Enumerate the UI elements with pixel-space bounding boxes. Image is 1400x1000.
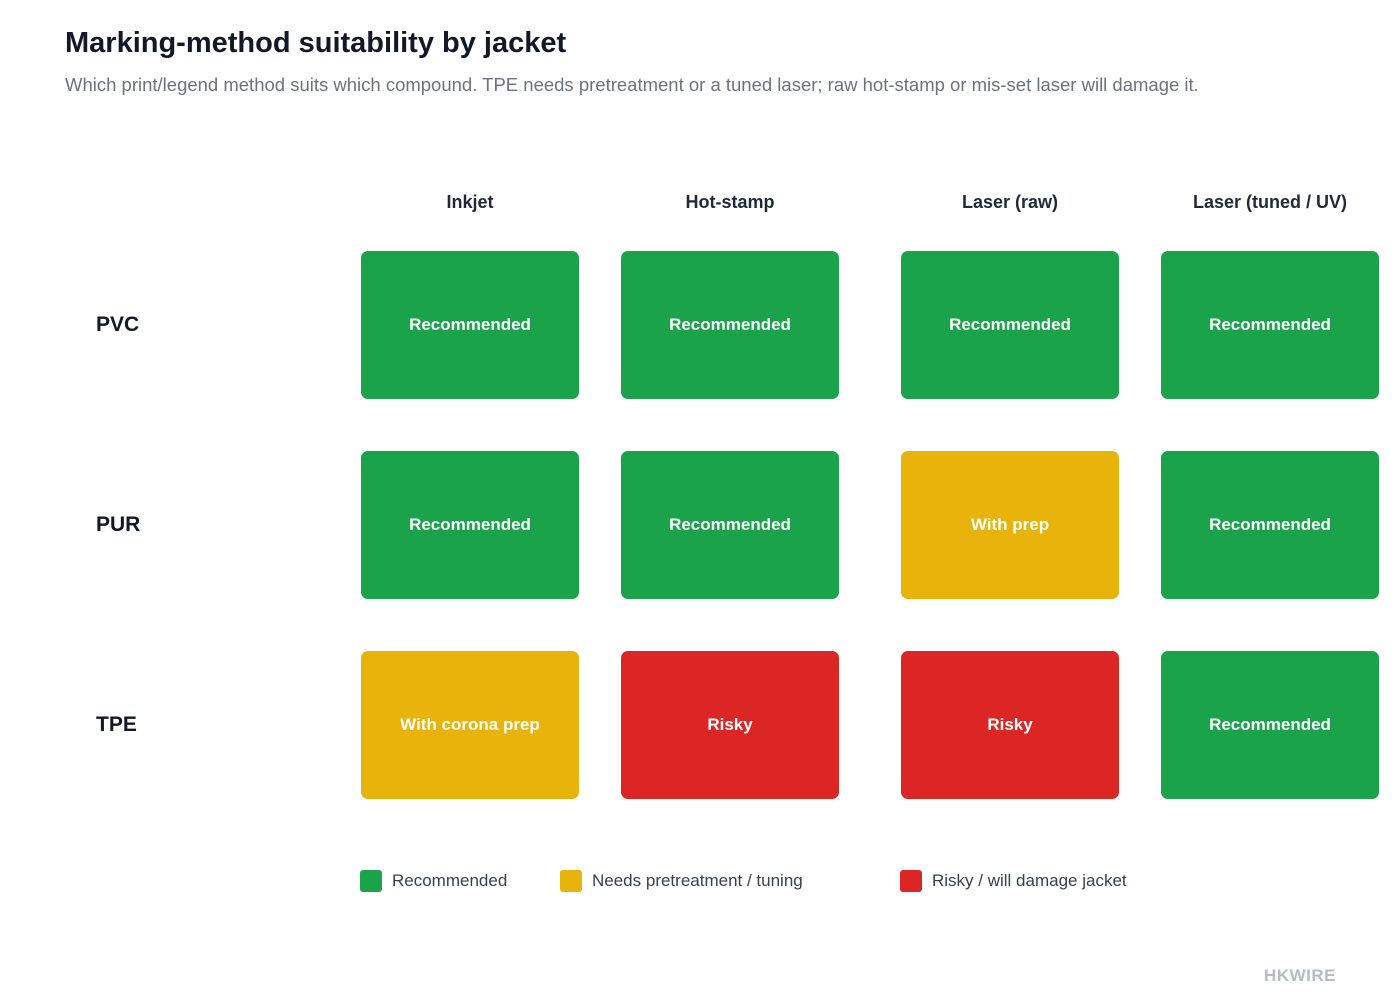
legend-swatch-prep <box>560 870 582 892</box>
chart-subtitle: Which print/legend method suits which co… <box>65 74 1199 95</box>
legend-item-risky: Risky / will damage jacket <box>900 870 1127 892</box>
cell-label: Risky <box>987 715 1033 734</box>
cell-label: Risky <box>707 715 753 734</box>
column-header-inkjet: Inkjet <box>446 192 494 212</box>
cell-pvc-hot-stamp: Recommended <box>621 251 839 399</box>
chart-title: Marking-method suitability by jacket <box>65 27 567 59</box>
cell-tpe-inkjet: With corona prep <box>361 651 579 799</box>
cell-pur-laser-raw: With prep <box>901 451 1119 599</box>
legend-label-risky: Risky / will damage jacket <box>932 871 1127 890</box>
cell-pvc-laser-raw: Recommended <box>901 251 1119 399</box>
legend-item-recommended: Recommended <box>360 870 507 892</box>
cell-label: Recommended <box>1209 315 1331 334</box>
cell-tpe-laser-tuned-uv: Recommended <box>1161 651 1379 799</box>
legend-label-recommended: Recommended <box>392 871 508 890</box>
row-label-tpe: TPE <box>96 713 137 736</box>
cell-pur-hot-stamp: Recommended <box>621 451 839 599</box>
legend-item-prep: Needs pretreatment / tuning <box>560 870 803 892</box>
cell-label: Recommended <box>409 515 531 534</box>
cell-label: Recommended <box>669 515 791 534</box>
column-header-laser-tuned-uv: Laser (tuned / UV) <box>1192 192 1348 212</box>
cell-label: Recommended <box>409 315 531 334</box>
cell-pur-inkjet: Recommended <box>361 451 579 599</box>
legend-label-prep: Needs pretreatment / tuning <box>592 871 803 890</box>
cell-label: Recommended <box>669 315 791 334</box>
cell-pur-laser-tuned-uv: Recommended <box>1161 451 1379 599</box>
cell-pvc-inkjet: Recommended <box>361 251 579 399</box>
cell-label: Recommended <box>1209 715 1331 734</box>
cell-pvc-laser-tuned-uv: Recommended <box>1161 251 1379 399</box>
cell-label: With corona prep <box>400 715 540 734</box>
column-header-hot-stamp: Hot-stamp <box>685 192 775 212</box>
cell-tpe-hot-stamp: Risky <box>621 651 839 799</box>
brand-watermark: HKWIRE <box>1264 966 1336 985</box>
row-label-pvc: PVC <box>96 313 140 336</box>
cell-label: Recommended <box>949 315 1071 334</box>
legend-swatch-risky <box>900 870 922 892</box>
cell-label: Recommended <box>1209 515 1331 534</box>
row-label-pur: PUR <box>96 513 141 536</box>
cell-label: With prep <box>970 515 1050 534</box>
column-header-laser-raw: Laser (raw) <box>961 192 1059 212</box>
legend-swatch-recommended <box>360 870 382 892</box>
cell-tpe-laser-raw: Risky <box>901 651 1119 799</box>
